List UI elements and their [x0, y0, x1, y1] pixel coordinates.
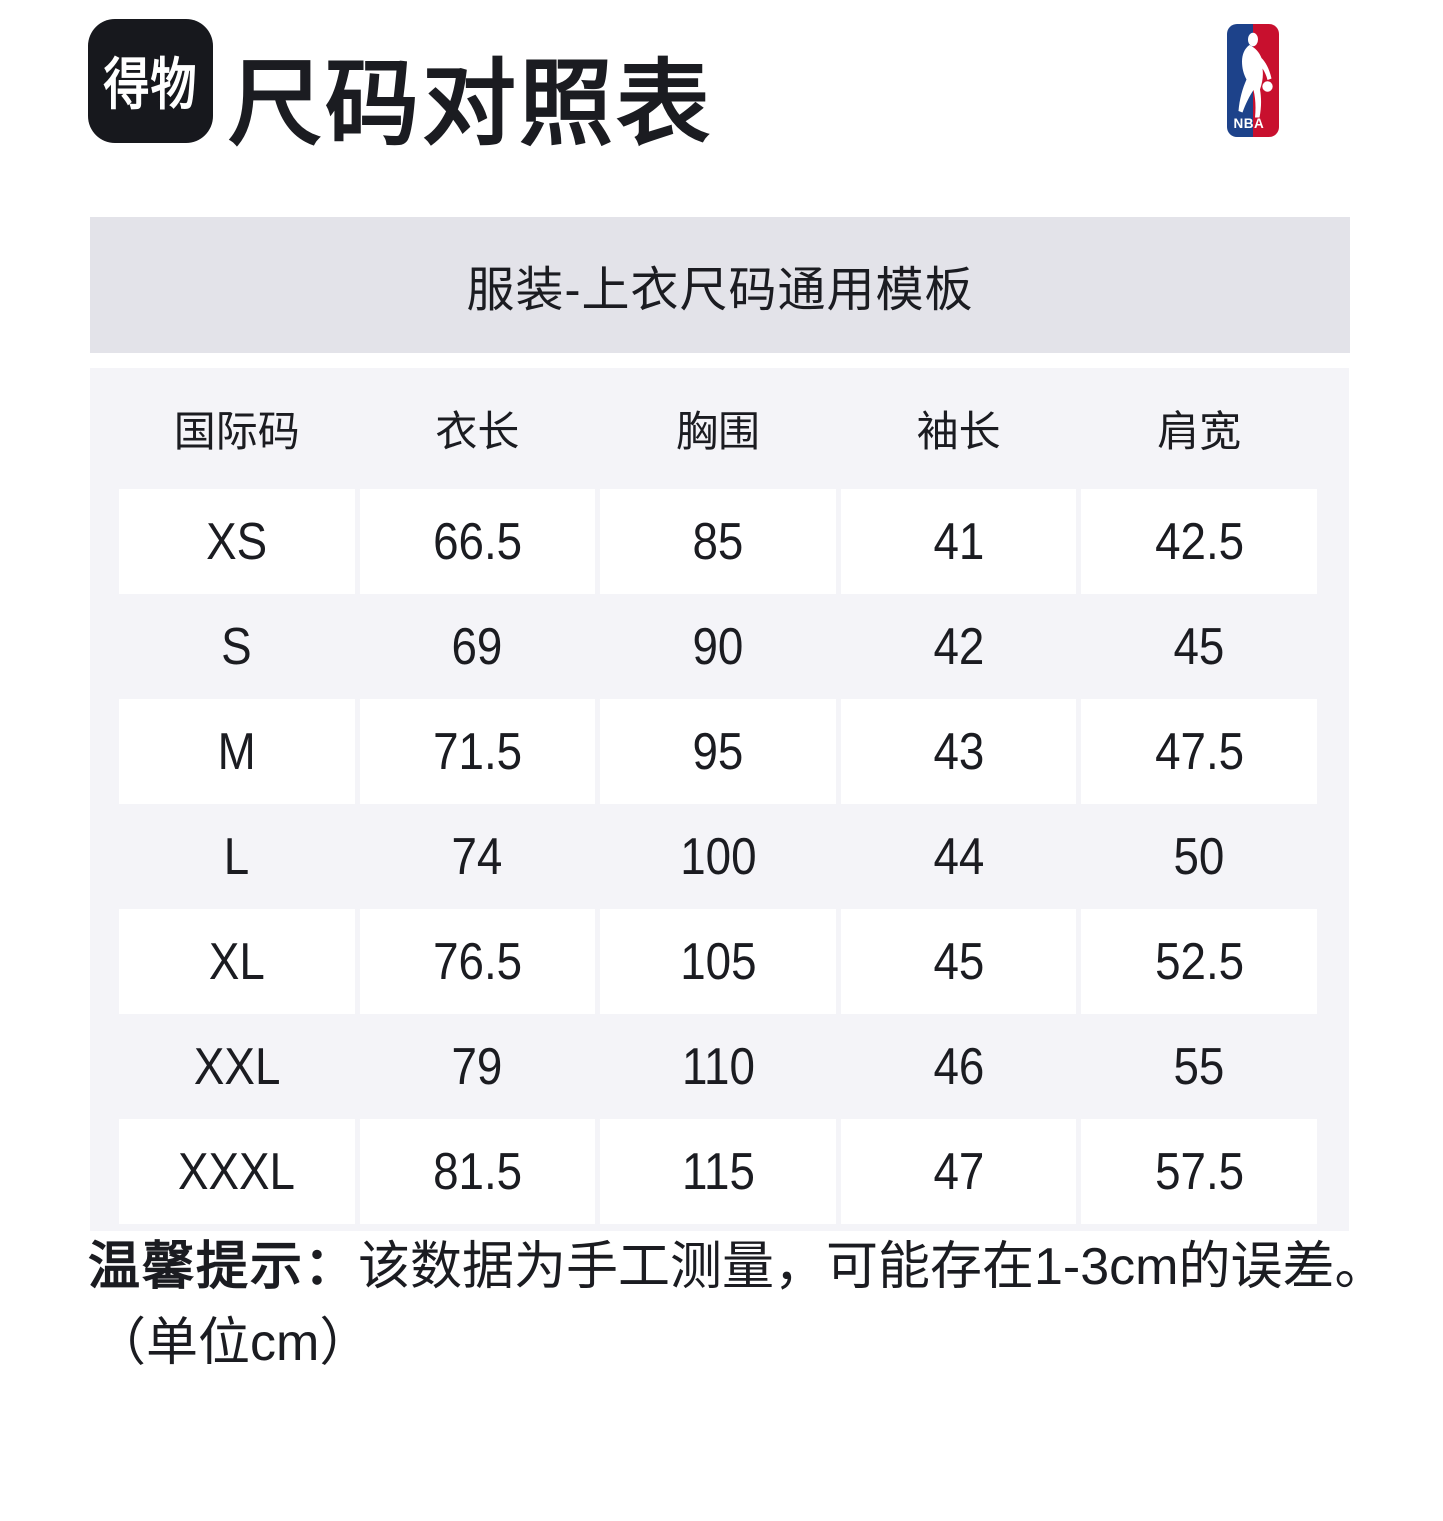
shoulder-width-cell: 52.5: [1081, 909, 1317, 1014]
size-cell: XL: [119, 909, 355, 1014]
size-value: XL: [208, 932, 265, 991]
shoulder-width-cell: 55: [1081, 1014, 1317, 1119]
chest-value: 95: [692, 722, 744, 781]
shoulder-width-cell: 47.5: [1081, 699, 1317, 804]
garment-length-value: 79: [451, 1037, 503, 1096]
garment-length-value: 74: [451, 827, 503, 886]
sleeve-length-cell: 47: [840, 1119, 1077, 1224]
size-value: L: [224, 827, 250, 886]
nba-logo-text: NBA: [1234, 116, 1265, 131]
column-header: 胸围: [675, 408, 760, 455]
shoulder-width-value: 55: [1173, 1037, 1225, 1096]
chest-value: 110: [681, 1037, 755, 1096]
shoulder-width-cell: 42.5: [1081, 489, 1317, 594]
garment-length-cell: 79: [360, 1014, 596, 1119]
size-cell: S: [119, 594, 355, 699]
garment-length-value: 66.5: [432, 512, 522, 571]
table-row: XXXL 81.5 115 47 57.5: [119, 1119, 1317, 1224]
garment-length-value: 76.5: [432, 932, 522, 991]
garment-length-cell: 69: [360, 594, 596, 699]
dewu-logo-text: 得物: [103, 52, 198, 117]
chest-cell: 100: [600, 804, 836, 909]
size-cell: XXXL: [119, 1119, 355, 1224]
chest-value: 85: [692, 512, 744, 571]
unit-note: （单位cm）: [94, 1314, 372, 1372]
size-value: XXXL: [178, 1142, 296, 1201]
chest-cell: 105: [600, 909, 836, 1014]
sleeve-length-value: 41: [933, 512, 985, 571]
notice-line: 温馨提示：该数据为手工测量，可能存在1-3cm的误差。: [88, 1236, 1387, 1298]
sleeve-length-value: 44: [933, 827, 985, 886]
column-header: 袖长: [916, 408, 1001, 455]
column-header: 国际码: [173, 408, 300, 455]
chest-value: 115: [681, 1142, 755, 1201]
sleeve-length-cell: 45: [840, 909, 1077, 1014]
nba-logo-graphic: NBA: [1227, 24, 1279, 137]
garment-length-cell: 76.5: [359, 909, 596, 1014]
chest-cell: 115: [600, 1119, 836, 1224]
garment-length-value: 81.5: [432, 1142, 522, 1201]
shoulder-width-cell: 50: [1081, 804, 1317, 909]
shoulder-width-value: 47.5: [1154, 722, 1244, 781]
nba-logo: NBA: [1227, 24, 1279, 137]
table-row: XS 66.5 85 41 42.5: [119, 489, 1317, 594]
chest-cell: 95: [600, 699, 836, 804]
notice-label: 温馨提示：: [88, 1238, 359, 1296]
sleeve-length-value: 43: [933, 722, 985, 781]
size-cell: L: [119, 804, 355, 909]
chest-value: 100: [679, 827, 757, 886]
sleeve-length-value: 42: [933, 617, 985, 676]
notice-text: 该数据为手工测量，可能存在1-3cm的误差。: [358, 1238, 1387, 1296]
size-cell: XS: [119, 489, 355, 594]
chest-cell: 85: [600, 489, 836, 594]
garment-length-cell: 81.5: [359, 1119, 596, 1224]
size-table: 国际码 衣长 胸围 袖长 肩宽 XS 66.5 85 41 42.5 S 69 90 4…: [90, 368, 1349, 1231]
size-cell: M: [119, 699, 355, 804]
chest-value: 90: [692, 617, 744, 676]
size-cell: XXL: [119, 1014, 355, 1119]
shoulder-width-value: 45: [1173, 617, 1225, 676]
column-header: 衣长: [435, 408, 520, 455]
garment-length-cell: 66.5: [359, 489, 596, 594]
shoulder-width-cell: 45: [1081, 594, 1317, 699]
nba-player-silhouette: [1238, 32, 1273, 118]
chest-cell: 110: [600, 1014, 836, 1119]
chest-value: 105: [679, 932, 757, 991]
table-row: M 71.5 95 43 47.5: [119, 699, 1317, 804]
sleeve-length-cell: 41: [840, 489, 1077, 594]
sleeve-length-value: 46: [933, 1037, 985, 1096]
page-title: 尺码对照表: [228, 51, 714, 156]
size-value: M: [217, 722, 256, 781]
size-value: S: [221, 617, 253, 676]
shoulder-width-value: 42.5: [1154, 512, 1244, 571]
dewu-logo: 得物: [88, 19, 213, 143]
table-row: XL 76.5 105 45 52.5: [119, 909, 1317, 1014]
sleeve-length-cell: 42: [841, 594, 1077, 699]
garment-length-value: 69: [451, 617, 503, 676]
shoulder-width-value: 52.5: [1154, 932, 1244, 991]
template-banner: 服装-上衣尺码通用模板: [90, 217, 1350, 353]
table-row: L 74 100 44 50: [119, 804, 1317, 909]
shoulder-width-value: 50: [1173, 827, 1225, 886]
sleeve-length-cell: 44: [841, 804, 1077, 909]
sleeve-length-value: 45: [933, 932, 985, 991]
garment-length-cell: 71.5: [359, 699, 596, 804]
shoulder-width-value: 57.5: [1154, 1142, 1244, 1201]
banner-title: 服装-上衣尺码通用模板: [466, 264, 974, 317]
column-header: 肩宽: [1157, 408, 1242, 455]
sleeve-length-value: 47: [933, 1142, 985, 1201]
table-body: XS 66.5 85 41 42.5 S 69 90 42 45 M 71.5 …: [119, 489, 1317, 1224]
table-header-row: 国际码 衣长 胸围 袖长 肩宽: [119, 368, 1317, 489]
garment-length-value: 71.5: [432, 722, 522, 781]
size-value: XS: [206, 512, 268, 571]
chest-cell: 90: [600, 594, 836, 699]
shoulder-width-cell: 57.5: [1081, 1119, 1317, 1224]
garment-length-cell: 74: [360, 804, 596, 909]
sleeve-length-cell: 43: [840, 699, 1077, 804]
table-row: XXL 79 110 46 55: [119, 1014, 1317, 1119]
table-row: S 69 90 42 45: [119, 594, 1317, 699]
size-value: XXL: [193, 1037, 281, 1096]
sleeve-length-cell: 46: [841, 1014, 1077, 1119]
